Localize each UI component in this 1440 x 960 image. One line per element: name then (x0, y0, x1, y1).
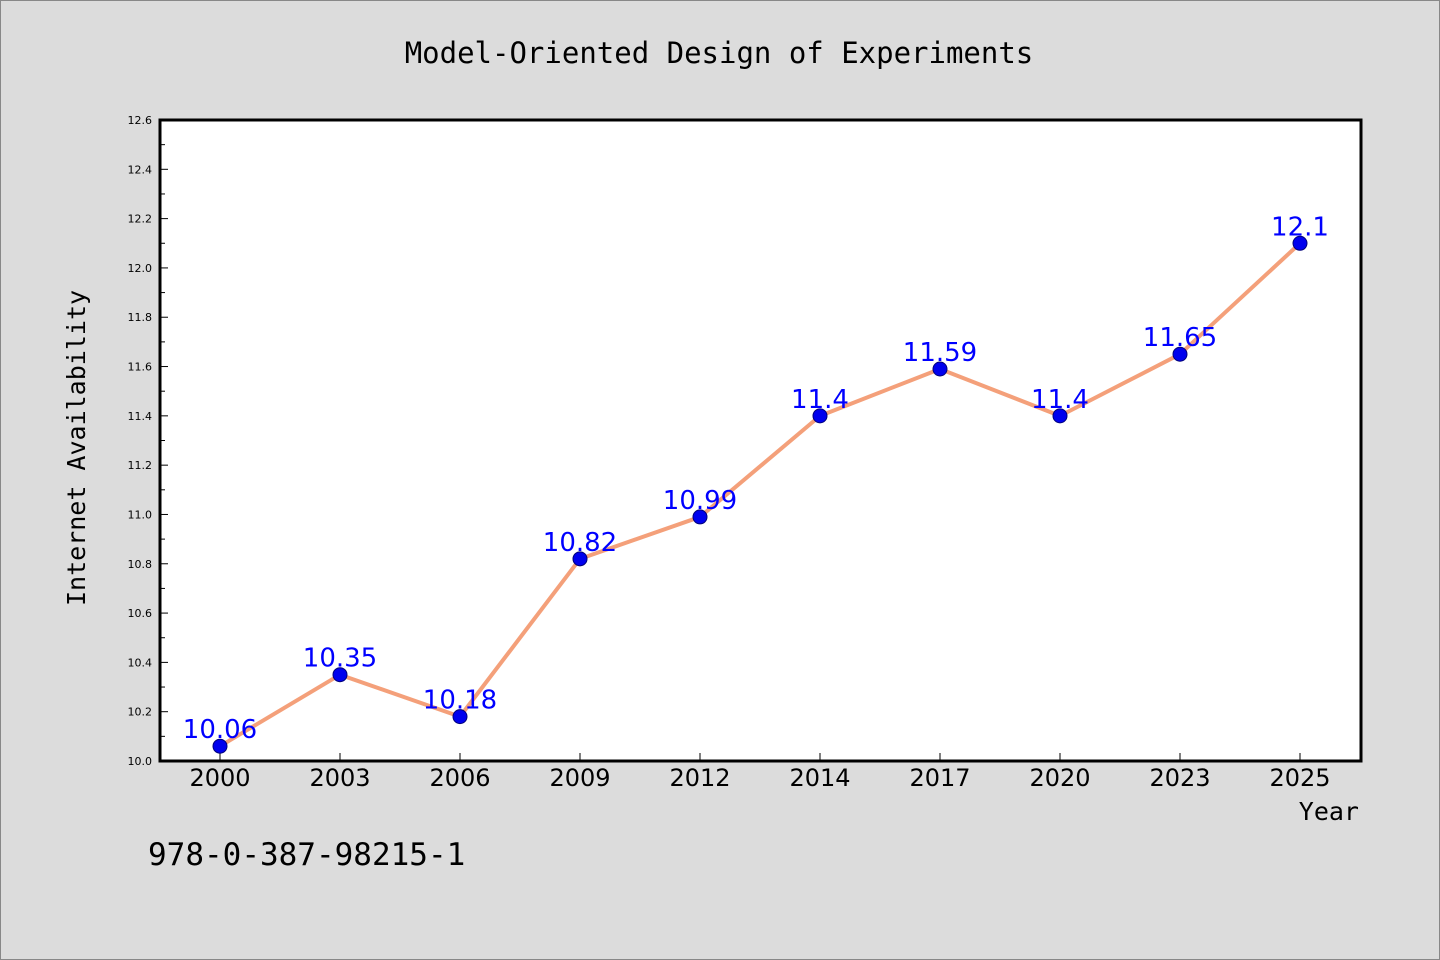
x-tick-label: 2012 (669, 764, 730, 792)
data-labels-group: 10.06 10.35 10.18 10.82 10.99 11.4 11.59 11.4 11… (183, 212, 1329, 745)
y-tick-label: 10.0 (128, 755, 153, 768)
data-label: 10.06 (183, 715, 257, 745)
y-tick-label: 12.4 (128, 163, 153, 176)
data-point (932, 361, 948, 377)
data-point (1172, 346, 1188, 362)
x-tick-label: 2003 (309, 764, 370, 792)
y-axis-label: Internet Availability (62, 290, 91, 606)
y-tick-label: 11.0 (128, 508, 153, 521)
x-tick-label: 2017 (909, 764, 970, 792)
series-line-group (218, 241, 1302, 749)
x-tick-label: 2006 (429, 764, 490, 792)
data-point (1052, 408, 1068, 424)
data-point (692, 509, 708, 525)
data-point (212, 738, 228, 754)
y-tick-label: 11.4 (128, 410, 153, 423)
data-label: 11.65 (1143, 323, 1217, 353)
y-tick-label: 12.2 (128, 213, 153, 226)
data-label: 10.82 (543, 528, 617, 558)
x-axis: 2000 2003 2006 2009 2012 2014 2017 2020 2023 2025 (189, 753, 1331, 792)
series-line (218, 241, 1302, 749)
x-axis-label: Year (1299, 797, 1359, 826)
data-label: 10.18 (423, 686, 497, 716)
y-tick-label: 11.2 (128, 459, 153, 472)
y-tick-label: 10.8 (128, 558, 153, 571)
y-tick-label: 10.6 (128, 607, 153, 620)
data-point (1292, 235, 1308, 251)
data-label: 11.59 (903, 338, 977, 368)
x-tick-label: 2023 (1149, 764, 1210, 792)
data-point (572, 551, 588, 567)
x-tick-label: 2000 (189, 764, 250, 792)
markers-group (212, 235, 1308, 754)
data-label: 10.35 (303, 644, 377, 674)
y-tick-label: 12.0 (128, 262, 153, 275)
data-point (452, 709, 468, 725)
data-point (332, 667, 348, 683)
y-tick-label: 10.4 (128, 656, 153, 669)
data-label: 11.4 (1031, 385, 1089, 415)
data-label: 10.99 (663, 486, 737, 516)
data-label: 11.4 (791, 385, 849, 415)
x-tick-label: 2014 (789, 764, 850, 792)
y-tick-label: 11.8 (128, 311, 153, 324)
data-label: 12.1 (1271, 212, 1329, 242)
data-point (812, 408, 828, 424)
x-tick-label: 2020 (1029, 764, 1090, 792)
x-tick-label: 2009 (549, 764, 610, 792)
y-tick-label: 12.6 (128, 114, 153, 127)
plot-area (158, 118, 1363, 763)
chart-title: Model-Oriented Design of Experiments (405, 36, 1034, 70)
x-tick-label: 2025 (1269, 764, 1330, 792)
y-axis: 10.0 10.2 10.4 10.6 10.8 11.0 11.2 11.4 11.6 11.8… (128, 114, 168, 768)
y-tick-label: 11.6 (128, 361, 153, 374)
y-tick-label: 10.2 (128, 706, 153, 719)
isbn-text: 978-0-387-98215-1 (148, 837, 465, 873)
